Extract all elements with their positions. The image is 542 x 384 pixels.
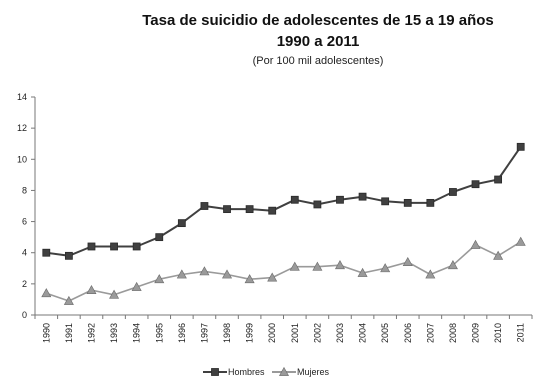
data-point-hombres <box>177 219 186 228</box>
x-tick-label: 2006 <box>403 323 413 343</box>
y-tick-label: 6 <box>22 217 27 227</box>
data-point-mujeres <box>312 261 323 271</box>
x-tick-label: 1999 <box>245 323 255 343</box>
y-tick-label: 4 <box>22 248 27 258</box>
x-tick-label: 2009 <box>471 323 481 343</box>
x-tick-label: 1990 <box>41 323 51 343</box>
data-point-mujeres <box>176 269 187 279</box>
data-point-mujeres <box>402 256 413 266</box>
data-point-hombres <box>245 205 254 214</box>
data-point-hombres <box>87 242 96 251</box>
data-point-mujeres <box>380 263 391 273</box>
data-point-hombres <box>155 233 164 242</box>
y-tick-label: 14 <box>17 92 27 102</box>
x-tick-label: 2001 <box>290 323 300 343</box>
data-point-mujeres <box>289 261 300 271</box>
x-tick-label: 1993 <box>109 323 119 343</box>
data-point-mujeres <box>334 260 345 270</box>
data-point-mujeres <box>447 260 458 270</box>
legend-label-mujeres: Mujeres <box>297 367 330 377</box>
data-point-hombres <box>494 175 503 184</box>
x-tick-label: 1992 <box>86 323 96 343</box>
series-line-hombres <box>46 146 522 257</box>
data-point-mujeres <box>244 274 255 284</box>
x-tick-label: 1995 <box>154 323 164 343</box>
data-point-hombres <box>223 205 231 214</box>
x-tick-label: 2011 <box>516 323 526 342</box>
data-point-hombres <box>403 198 412 207</box>
data-point-hombres <box>290 195 299 204</box>
data-point-hombres <box>381 197 390 206</box>
legend-label-hombres: Hombres <box>228 367 265 377</box>
data-point-mujeres <box>63 295 74 305</box>
y-tick-label: 0 <box>22 310 27 320</box>
data-point-hombres <box>358 192 367 201</box>
data-point-mujeres <box>515 236 526 246</box>
data-point-hombres <box>64 251 73 260</box>
data-point-mujeres <box>267 272 278 282</box>
data-point-hombres <box>313 200 322 209</box>
y-tick-label: 12 <box>17 123 27 133</box>
data-point-hombres <box>200 202 209 210</box>
y-tick-label: 10 <box>17 154 27 164</box>
plot-area: 0 2 4 6 8 10 12 14 1990 1991 1992 1993 1994 1995 1996 1… <box>17 92 533 343</box>
data-point-hombres <box>426 198 435 207</box>
x-tick-label: 1991 <box>64 323 74 343</box>
x-tick-label: 2004 <box>358 323 368 343</box>
data-point-mujeres <box>425 269 436 279</box>
data-point-hombres <box>268 206 277 215</box>
data-point-mujeres <box>357 267 368 277</box>
data-point-hombres <box>110 242 118 251</box>
y-tick-label: 2 <box>22 279 27 289</box>
data-point-mujeres <box>131 281 142 291</box>
data-point-hombres <box>516 142 525 151</box>
x-tick-label: 1994 <box>132 323 142 343</box>
x-tick-label: 1997 <box>199 323 209 343</box>
data-point-hombres <box>132 242 141 251</box>
data-point-mujeres <box>154 274 165 284</box>
series-line-mujeres <box>46 241 522 302</box>
legend-marker-mujeres <box>278 366 290 376</box>
x-tick-label: 2002 <box>312 323 322 343</box>
data-point-mujeres <box>109 289 120 299</box>
x-tick-label: 2010 <box>493 323 503 343</box>
x-tick-label: 1996 <box>177 323 187 343</box>
legend: Hombres Mujeres <box>203 366 330 377</box>
data-point-mujeres <box>493 250 504 260</box>
x-tick-label: 2000 <box>267 323 277 343</box>
chart-title-line-2: 1990 a 2011 <box>277 33 360 50</box>
data-point-hombres <box>449 188 457 196</box>
data-point-hombres <box>336 195 344 204</box>
data-point-hombres <box>42 248 51 257</box>
data-point-mujeres <box>199 266 210 276</box>
x-tick-label: 2007 <box>425 323 435 343</box>
data-point-mujeres <box>470 239 481 249</box>
chart-subtitle: (Por 100 mil adolescentes) <box>253 55 384 67</box>
data-point-mujeres <box>86 284 97 294</box>
chart-title-line-1: Tasa de suicidio de adolescentes de 15 a… <box>142 12 494 29</box>
data-point-mujeres <box>222 269 233 279</box>
x-tick-label: 1998 <box>222 323 232 343</box>
y-tick-label: 8 <box>22 185 27 195</box>
data-point-mujeres <box>41 288 52 298</box>
x-tick-label: 2005 <box>380 323 390 343</box>
legend-marker-hombres <box>211 368 219 376</box>
x-tick-label: 2003 <box>335 323 345 343</box>
data-point-hombres <box>471 180 480 189</box>
x-tick-label: 2008 <box>448 323 458 343</box>
